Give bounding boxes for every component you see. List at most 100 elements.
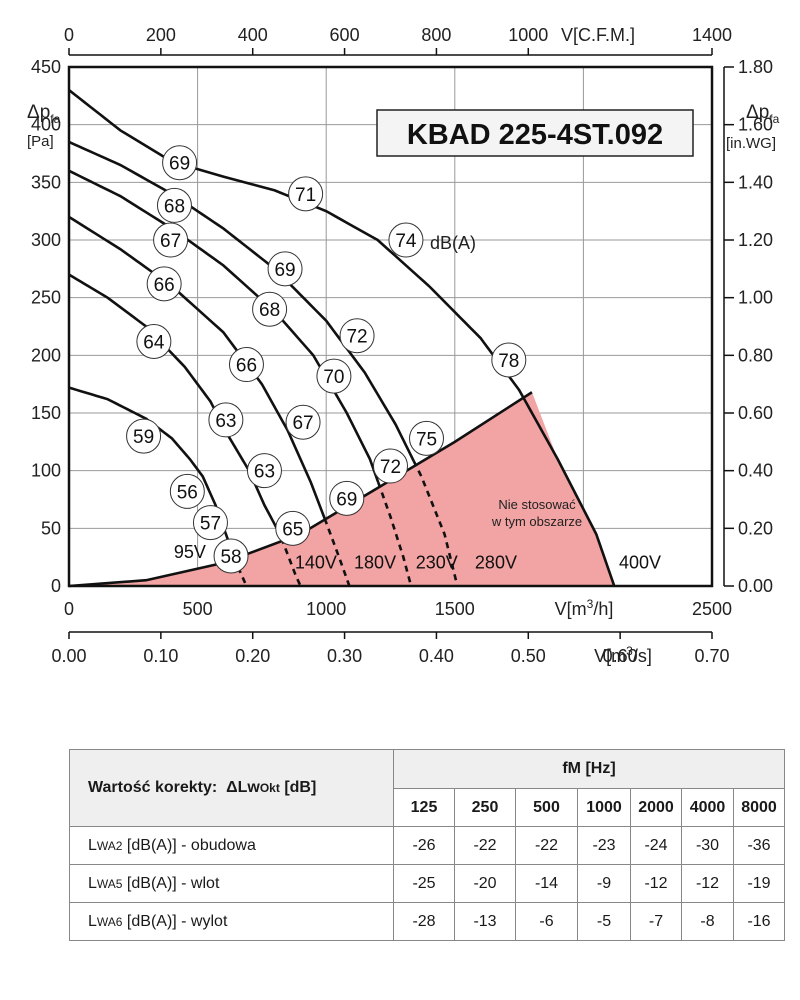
table-header-freq: 4000: [681, 788, 734, 827]
db-label: 69: [329, 480, 365, 516]
left-axis-label-sub: fa: [50, 112, 60, 126]
axes: 0 50 100 150 200 250 300 350 400 450 0.00 0.20 0.40 0…: [31, 25, 773, 666]
db-label: 59: [126, 418, 162, 454]
series-line-140V: [68, 273, 283, 539]
db-label: 72: [339, 318, 375, 354]
right-tick-label: 0.00: [738, 576, 773, 596]
bottom-tick-label: 500: [183, 599, 213, 619]
db-label-circle: [373, 448, 408, 484]
table-cell: -6: [515, 902, 578, 941]
db-label: 78: [491, 342, 527, 378]
db-label: 64: [136, 323, 172, 359]
db-label: 67: [153, 222, 189, 258]
svg-text:Δpfa: Δpfa: [27, 102, 61, 126]
bottom2-tick-label: 0.40: [419, 646, 454, 666]
series-dashed-95V: [232, 556, 248, 587]
db-label-circle: [267, 251, 303, 287]
voltage-label: 95V: [174, 542, 206, 562]
bottom2-tick-label: 0.50: [511, 646, 546, 666]
bottom2-tick-label: 0.10: [143, 646, 178, 666]
table-header-freq: 125: [393, 788, 455, 827]
db-label-text: 63: [254, 462, 275, 483]
db-labels: 69 71 74 78 68 67 69 68 72 66 66 70 64 63 67 75 59 63 72 56…: [126, 145, 661, 574]
table-cell: -26: [393, 826, 455, 865]
table-row-label: LWA6 [dB(A)] - wylot: [69, 902, 394, 941]
table-cell: -5: [577, 902, 631, 941]
table-header-freq: 250: [454, 788, 516, 827]
db-label: 68: [156, 187, 192, 223]
dba-unit-label: dB(A): [430, 233, 476, 253]
bottom-tick-label: 2500: [692, 599, 732, 619]
table-row: LWA2 [dB(A)] - obudowa -26 -22 -22 -23 -…: [69, 826, 785, 865]
db-label-text: 72: [380, 457, 401, 478]
series-dashed-180V: [323, 518, 351, 587]
db-label-text: 59: [133, 427, 154, 448]
top-tick-label: 0: [64, 25, 74, 45]
table-row: LWA6 [dB(A)] - wylot -28 -13 -6 -5 -7 -8…: [69, 902, 785, 941]
db-label-text: 69: [336, 489, 357, 510]
bottom2-tick-label: 0.30: [327, 646, 362, 666]
forbidden-zone-text-line1: Nie stosować: [498, 497, 576, 512]
db-label-text: 71: [295, 185, 316, 206]
db-label-text: 70: [323, 367, 344, 388]
table-cell: -7: [630, 902, 682, 941]
right-tick-label: 0.20: [738, 518, 773, 538]
top-axis-label: V[C.F.M.]: [561, 25, 635, 45]
db-label-text: 57: [200, 514, 221, 535]
db-label-circle: [329, 480, 365, 516]
db-label-circle: [208, 402, 244, 438]
db-label-text: 69: [274, 260, 295, 281]
top-tick-label: 400: [238, 25, 268, 45]
series-line-280V: [68, 140, 415, 462]
db-label: 66: [228, 347, 264, 383]
db-label-circle: [153, 222, 189, 258]
db-label: 63: [246, 453, 282, 489]
db-label-text: 58: [220, 547, 241, 568]
table-label-sub: Okt: [259, 781, 280, 795]
left-tick-label: 350: [31, 172, 61, 192]
svg-text:Δpfa: Δpfa: [746, 102, 780, 126]
db-label-circle: [285, 404, 321, 440]
db-label-text: 72: [346, 327, 367, 348]
plot-frame: [67, 65, 714, 588]
db-label: 63: [208, 402, 244, 438]
bottom-tick-label: 0: [64, 599, 74, 619]
left-tick-label: 200: [31, 345, 61, 365]
table-cell: -22: [454, 826, 516, 865]
db-label: 58: [213, 538, 249, 574]
bottom2-tick-label: 0.60: [603, 646, 638, 666]
series-dashed-280V: [412, 460, 459, 587]
db-label-circle: [288, 176, 324, 212]
table-label-unit: [dB]: [284, 779, 317, 796]
bottom2-tick-label: 0.00: [51, 646, 86, 666]
db-label-circle: [252, 291, 288, 327]
table-cell: -13: [454, 902, 516, 941]
db-label-text: 65: [282, 519, 303, 540]
db-label-text: 63: [215, 411, 236, 432]
right-tick-label: 1.60: [738, 115, 773, 135]
db-label-circle: [146, 266, 182, 302]
db-label: 69: [267, 251, 303, 287]
right-tick-label: 1.20: [738, 230, 773, 250]
db-label-circle: [169, 473, 205, 509]
db-label: 72: [373, 448, 408, 484]
db-label: 68: [252, 291, 288, 327]
db-label: 71: [288, 176, 324, 212]
table-cell: -12: [630, 864, 682, 903]
db-label-circle: [388, 222, 424, 258]
db-label: 75: [409, 420, 445, 456]
forbidden-zone-area: [69, 392, 615, 586]
db-label: 74: [388, 222, 424, 258]
db-label-circle: [213, 538, 249, 574]
left-axis-label-main: Δp: [27, 102, 50, 123]
db-label-text: 66: [154, 275, 175, 296]
db-label: 69: [162, 145, 198, 181]
db-label-text: 74: [395, 231, 417, 252]
db-label-text: 56: [177, 482, 198, 503]
left-tick-label: 100: [31, 461, 61, 481]
right-tick-label: 0.60: [738, 403, 773, 423]
table-header-freq: 500: [515, 788, 578, 827]
db-label: 70: [316, 358, 352, 394]
table-header-freq: 8000: [733, 788, 785, 827]
db-label-circle: [136, 323, 172, 359]
